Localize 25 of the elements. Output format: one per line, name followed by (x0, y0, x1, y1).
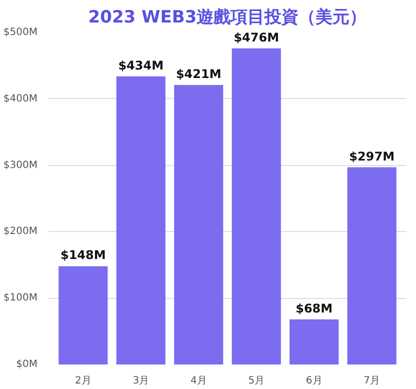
bar (58, 266, 108, 364)
bar (232, 48, 281, 364)
y-tick-label: $400M (3, 93, 38, 104)
data-label: $68M (296, 301, 333, 316)
x-tick-label: 5月 (248, 376, 265, 386)
x-tick-label: 3月 (132, 376, 150, 386)
x-tick-label: 7月 (364, 376, 380, 386)
x-tick-label: 6月 (306, 376, 322, 386)
bar (290, 319, 339, 364)
x-tick-label: 4月 (190, 376, 207, 386)
data-label: $434M (118, 58, 164, 72)
y-tick-label: $100M (3, 292, 38, 304)
y-tick-label: $200M (3, 226, 38, 238)
y-tick-label: $500M (3, 27, 38, 38)
y-tick-label: $0M (16, 359, 38, 370)
y-tick-label: $300M (3, 160, 38, 171)
bar (116, 76, 166, 364)
bar (174, 84, 224, 364)
bar (347, 167, 396, 364)
chart-title: 2023 WEB3遊戲項目投資（美元） (88, 8, 367, 28)
data-label: $476M (234, 30, 280, 44)
data-label: $297M (349, 149, 395, 164)
data-label: $148M (60, 248, 106, 262)
x-tick-label: 2月 (74, 376, 92, 386)
data-label: $421M (176, 66, 222, 81)
